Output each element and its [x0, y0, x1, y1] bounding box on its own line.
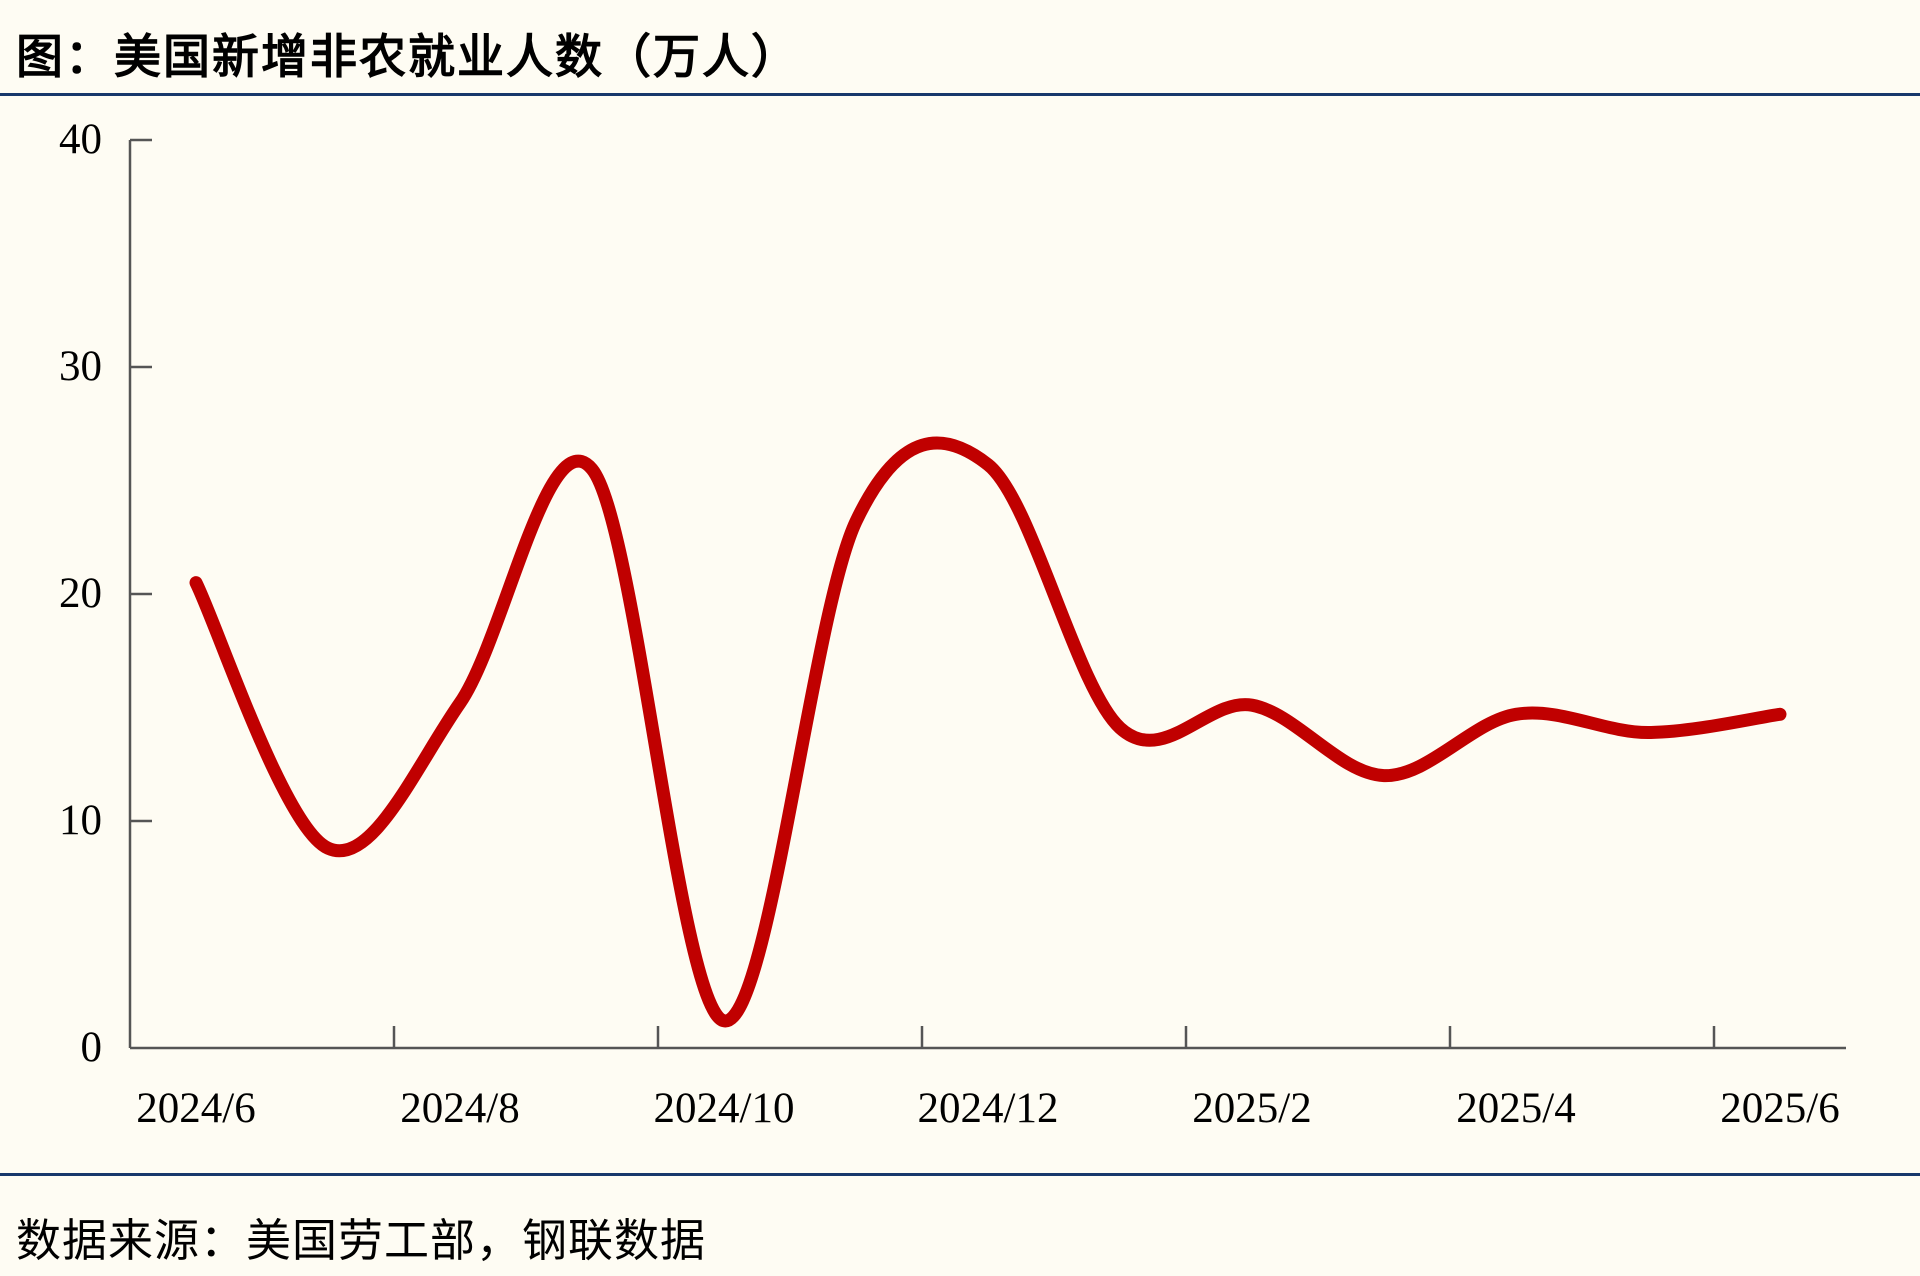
y-tick-label: 10 [59, 797, 102, 844]
y-tick-label: 0 [80, 1024, 103, 1071]
x-tick-label: 2025/2 [1192, 1085, 1312, 1132]
axes [128, 140, 1846, 1050]
source-note: 数据来源：美国劳工部，钢联数据 [16, 1214, 707, 1267]
chart-title: 图：美国新增非农就业人数（万人） [16, 30, 800, 85]
x-tick-label: 2024/8 [400, 1085, 520, 1132]
x-tick-label: 2024/6 [136, 1085, 256, 1132]
y-tick-label: 30 [59, 343, 102, 390]
y-tick-label: 20 [59, 570, 102, 617]
tick-marks [130, 138, 1716, 1048]
y-tick-label: 40 [59, 116, 102, 163]
x-tick-label: 2024/10 [653, 1085, 795, 1132]
series-line [189, 436, 1787, 1028]
x-tick-label: 2024/12 [917, 1085, 1059, 1132]
bottom-divider [0, 1173, 1920, 1176]
x-tick-label: 2025/4 [1456, 1085, 1576, 1132]
top-divider [0, 93, 1920, 96]
x-tick-label: 2025/6 [1720, 1085, 1840, 1132]
